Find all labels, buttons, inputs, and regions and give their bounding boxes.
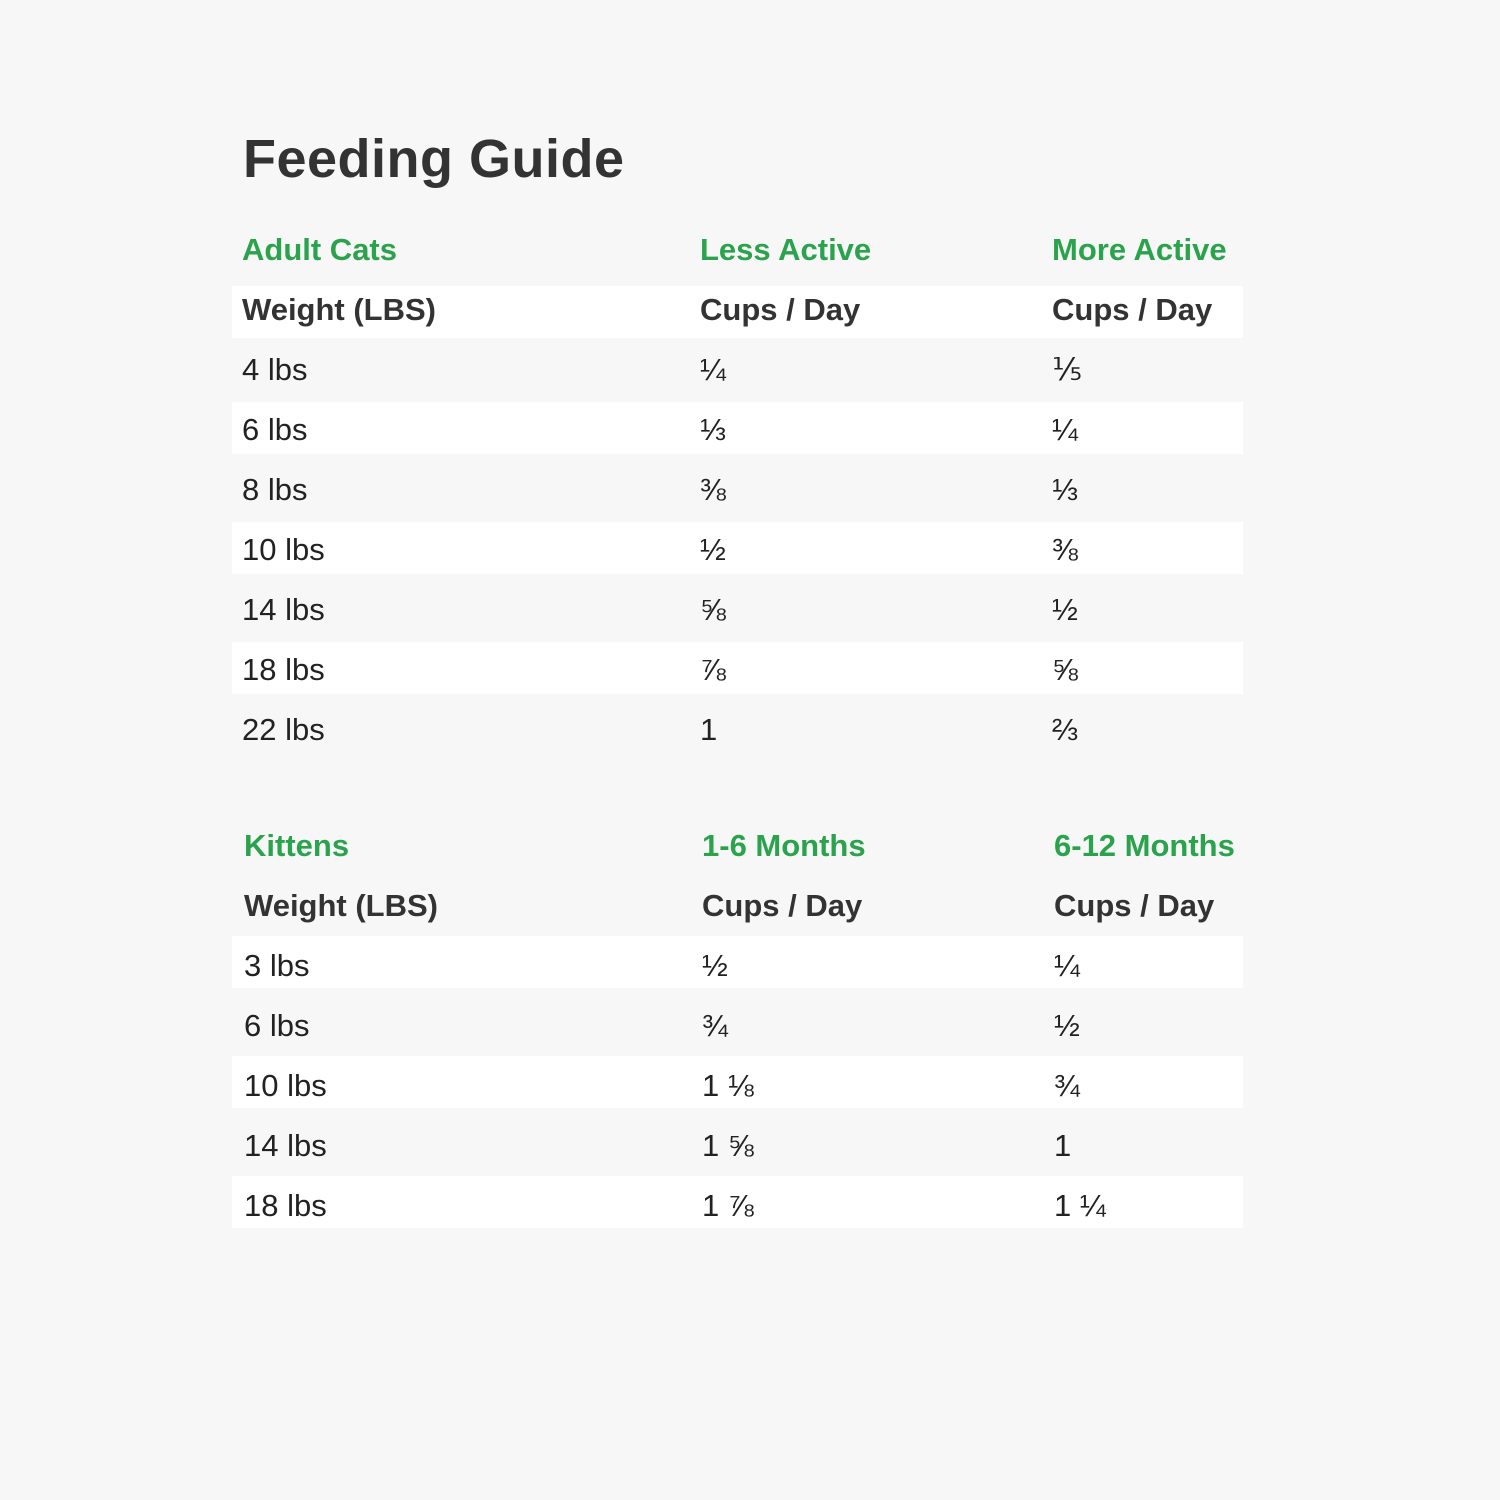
table-cell: 8 lbs (242, 472, 308, 507)
table-cell: ¾ (702, 1008, 728, 1043)
group-header: Kittens (244, 828, 350, 863)
table-cell: ⅓ (700, 412, 726, 447)
table-cell: ½ (700, 532, 726, 567)
table-cell: 1 (1054, 1128, 1072, 1163)
column-header: Cups / Day (702, 888, 863, 923)
row-stripe (232, 1176, 1243, 1228)
table-cell: ¼ (700, 352, 726, 387)
column-header: Weight (LBS) (244, 888, 439, 923)
row-stripe (232, 286, 1243, 338)
group-header: Adult Cats (242, 232, 397, 267)
group-header: 6-12 Months (1054, 828, 1235, 863)
table-cell: 18 lbs (244, 1188, 327, 1223)
table-cell: ⅜ (1052, 532, 1078, 567)
table-cell: 6 lbs (244, 1008, 310, 1043)
row-stripe (232, 402, 1243, 454)
table-cell: ¾ (1054, 1068, 1080, 1103)
table-cell: 6 lbs (242, 412, 308, 447)
group-header: More Active (1052, 232, 1227, 267)
table-cell: 3 lbs (244, 948, 310, 983)
row-stripe (232, 522, 1243, 574)
page-title: Feeding Guide (243, 129, 625, 189)
table-cell: ⅔ (1052, 712, 1078, 747)
column-header: Weight (LBS) (242, 292, 437, 327)
group-header: Less Active (700, 232, 872, 267)
column-header: Cups / Day (1052, 292, 1213, 327)
table-cell: 1 ⅝ (702, 1128, 754, 1163)
table-cell: ¼ (1054, 948, 1080, 983)
table-cell: 22 lbs (242, 712, 325, 747)
table-cell: 10 lbs (244, 1068, 327, 1103)
table-cell: ⅝ (1052, 652, 1078, 687)
table-cell: 14 lbs (242, 592, 325, 627)
table-cell: 1 ⅛ (702, 1068, 754, 1103)
table-cell: ½ (702, 948, 728, 983)
table-cell: 10 lbs (242, 532, 325, 567)
column-header: Cups / Day (700, 292, 861, 327)
row-stripe (232, 642, 1243, 694)
table-cell: 1 (700, 712, 718, 747)
table-cell: ⅞ (700, 652, 726, 687)
table-cell: 1 ¼ (1054, 1188, 1106, 1223)
table-cell: 4 lbs (242, 352, 308, 387)
table-cell: 18 lbs (242, 652, 325, 687)
table-cell: 14 lbs (244, 1128, 327, 1163)
table-cell: ⅜ (700, 472, 726, 507)
table-cell: ⅓ (1052, 472, 1078, 507)
column-header: Cups / Day (1054, 888, 1215, 923)
table-cell: ¼ (1052, 412, 1078, 447)
table-cell: ⅕ (1052, 352, 1083, 387)
table-cell: ⅝ (700, 592, 726, 627)
table-cell: 1 ⅞ (702, 1188, 754, 1223)
group-header: 1-6 Months (702, 828, 866, 863)
row-stripe (232, 1056, 1243, 1108)
table-cell: ½ (1054, 1008, 1080, 1043)
table-cell: ½ (1052, 592, 1078, 627)
row-stripe (232, 936, 1243, 988)
